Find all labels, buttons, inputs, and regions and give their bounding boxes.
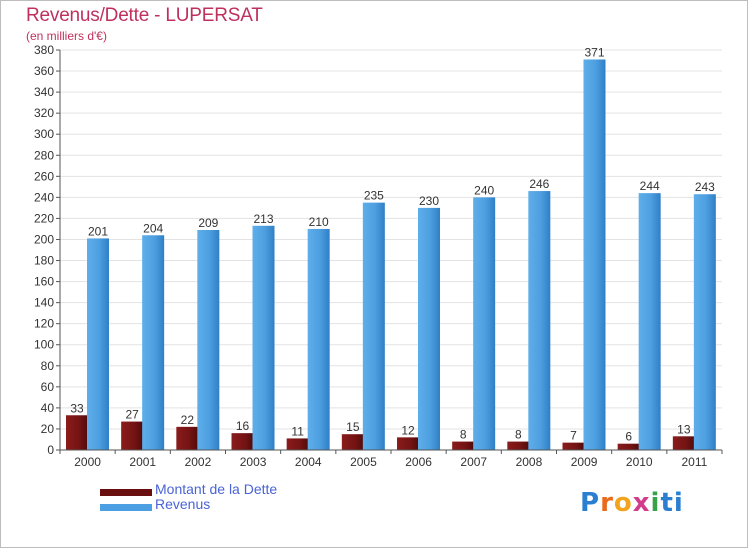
data-labels: 33 201 27 204 22 209 16 213 11 210 15 235 12 230 8 240 8… <box>70 45 715 443</box>
x-tick-label: 2011 <box>682 455 708 469</box>
data-label-revenus: 210 <box>309 215 329 229</box>
data-label-revenus: 244 <box>640 179 660 193</box>
bar-revenus <box>528 191 551 451</box>
grid-lines <box>60 49 722 451</box>
bar-dette <box>341 434 364 450</box>
legend-swatch-dette <box>100 489 152 496</box>
x-tick-label: 2005 <box>350 455 377 469</box>
legend-swatch-revenus <box>100 504 152 511</box>
logo-letter: x <box>632 488 651 518</box>
bar-revenus <box>473 197 496 450</box>
data-label-dette: 8 <box>460 428 467 442</box>
logo-letter: o <box>613 488 633 518</box>
x-tick-label: 2000 <box>74 455 101 469</box>
y-tick-label: 20 <box>41 422 55 436</box>
y-tick-label: 320 <box>34 106 54 120</box>
data-label-revenus: 213 <box>253 212 273 226</box>
y-tick-label: 60 <box>41 380 55 394</box>
y-tick-label: 380 <box>34 43 54 57</box>
bar-revenus <box>362 202 385 450</box>
bar-revenus <box>638 193 661 450</box>
bar-revenus <box>142 235 165 450</box>
y-tick-label: 180 <box>34 254 54 268</box>
data-label-dette: 13 <box>677 422 691 436</box>
data-label-revenus: 235 <box>364 189 384 203</box>
data-label-revenus: 240 <box>474 183 494 197</box>
legend-label-revenus: Revenus <box>155 496 211 512</box>
data-label-dette: 11 <box>291 424 304 438</box>
y-tick-label: 0 <box>47 443 54 457</box>
data-label-dette: 33 <box>70 401 84 415</box>
data-label-dette: 7 <box>570 429 577 443</box>
logo-letter: t <box>660 488 674 518</box>
bar-dette <box>452 441 475 450</box>
y-tick-label: 120 <box>34 317 54 331</box>
bar-revenus <box>307 228 330 450</box>
bar-dette <box>66 415 88 450</box>
y-tick-label: 140 <box>34 296 54 310</box>
legend-label-dette: Montant de la Dette <box>155 481 278 497</box>
bar-dette <box>617 443 640 450</box>
bar-dette <box>562 442 585 450</box>
bar-dette <box>286 438 309 450</box>
y-tick-label: 160 <box>34 275 54 289</box>
x-tick-label: 2008 <box>516 455 543 469</box>
logo-letter: i <box>673 488 684 518</box>
y-tick-label: 340 <box>34 85 54 99</box>
y-tick-label: 80 <box>41 359 55 373</box>
data-label-dette: 27 <box>125 408 139 422</box>
axes: 0 20 40 60 80 100 120 140 160 180 200 220 240 260 280 3… <box>34 43 723 469</box>
y-tick-label: 220 <box>34 211 54 225</box>
y-tick-label: 280 <box>34 148 54 162</box>
data-label-revenus: 371 <box>584 45 604 59</box>
y-tick-label: 260 <box>34 169 54 183</box>
bar-revenus <box>418 207 440 450</box>
bar-revenus <box>197 230 220 450</box>
y-tick-label: 200 <box>34 232 54 246</box>
x-tick-label: 2001 <box>129 455 156 469</box>
x-tick-label: 2003 <box>240 455 267 469</box>
data-label-dette: 15 <box>346 420 360 434</box>
logo-letter: i <box>650 488 661 518</box>
bar-dette <box>672 436 695 450</box>
bar-dette <box>176 426 199 450</box>
bar-revenus <box>693 194 716 450</box>
y-tick-label: 360 <box>34 64 54 78</box>
chart-subtitle: (en milliers d'€) <box>26 29 107 43</box>
bar-revenus <box>252 225 275 450</box>
y-tick-label: 240 <box>34 190 54 204</box>
data-label-revenus: 230 <box>419 194 439 208</box>
data-label-revenus: 209 <box>198 216 218 230</box>
x-tick-label: 2009 <box>571 455 598 469</box>
data-label-dette: 22 <box>181 413 195 427</box>
logo-letter: P <box>580 488 601 518</box>
bars <box>66 59 716 451</box>
data-label-revenus: 204 <box>143 221 163 235</box>
x-tick-label: 2006 <box>405 455 432 469</box>
bar-dette <box>121 421 144 450</box>
data-label-revenus: 246 <box>529 177 549 191</box>
data-label-dette: 6 <box>625 430 632 444</box>
bar-revenus <box>583 59 606 450</box>
proxiti-logo: Proxiti <box>580 488 684 518</box>
data-label-dette: 16 <box>236 419 250 433</box>
chart-title: Revenus/Dette - LUPERSAT <box>26 5 263 26</box>
y-tick-label: 300 <box>34 127 54 141</box>
logo-letter: r <box>600 488 614 518</box>
y-tick-label: 40 <box>41 401 55 415</box>
bar-dette <box>397 437 419 450</box>
data-label-revenus: 243 <box>695 180 715 194</box>
bar-dette <box>507 441 530 450</box>
data-label-dette: 8 <box>515 428 522 442</box>
bar-revenus <box>87 238 109 450</box>
x-tick-label: 2010 <box>626 455 653 469</box>
data-label-revenus: 201 <box>88 224 108 238</box>
x-tick-label: 2004 <box>295 455 322 469</box>
data-label-dette: 12 <box>401 423 415 437</box>
x-tick-label: 2007 <box>460 455 487 469</box>
y-tick-label: 100 <box>34 338 54 352</box>
bar-dette <box>231 433 254 450</box>
x-tick-label: 2002 <box>185 455 212 469</box>
